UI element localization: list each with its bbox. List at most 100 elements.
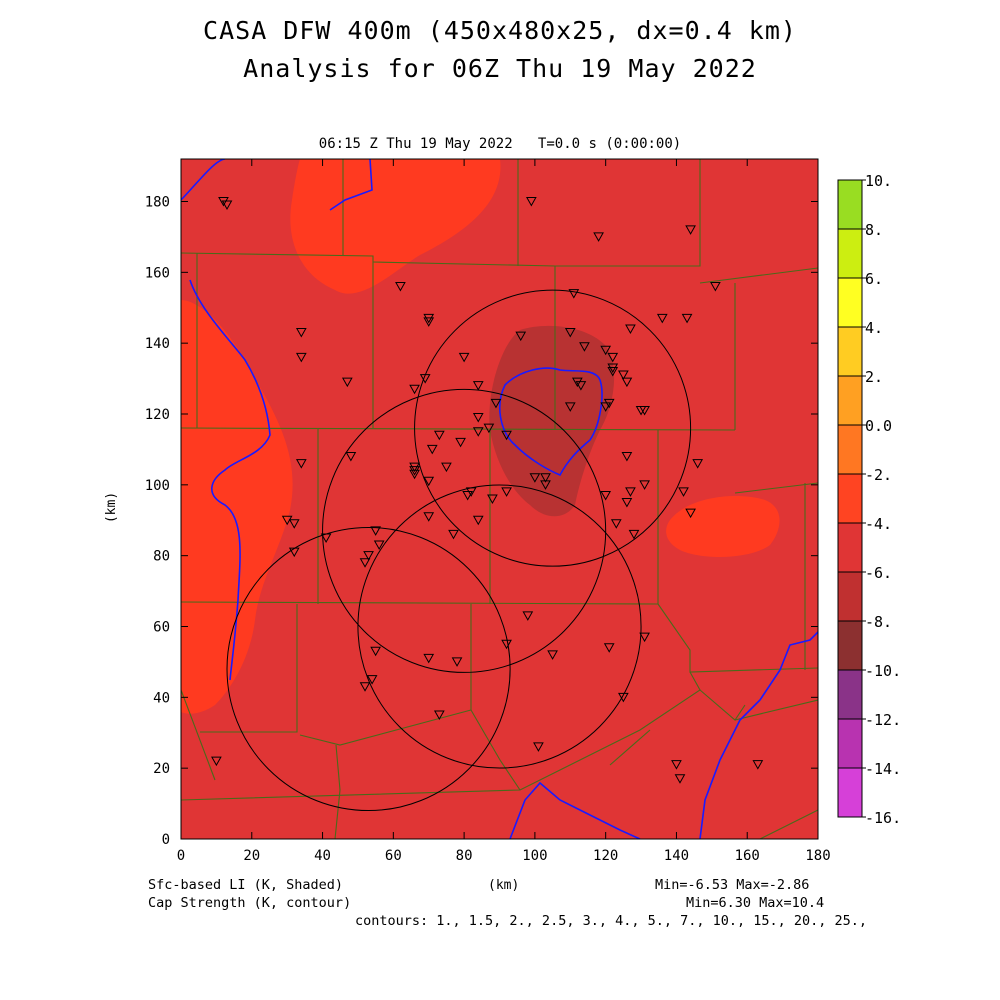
colorbar-swatch-11: [837, 718, 863, 769]
station-marker-59: [639, 480, 650, 490]
river-line-5: [699, 631, 818, 839]
station-marker-68: [288, 547, 300, 558]
y-tick-label-120: 120: [145, 407, 170, 423]
colorbar-swatch-7: [837, 522, 863, 573]
station-marker-81: [370, 646, 381, 657]
plot-frame: [180, 158, 819, 840]
station-marker-79: [522, 611, 534, 621]
station-marker-66: [281, 515, 293, 526]
station-marker-32: [600, 402, 612, 412]
station-marker-91: [618, 692, 629, 703]
river-line-4: [509, 781, 641, 839]
colorbar-label-1: 8.: [865, 221, 883, 239]
station-marker-72: [610, 519, 622, 529]
county-line-12: [181, 601, 659, 605]
station-marker-83: [451, 657, 463, 667]
radar-range-ring-2: [357, 484, 642, 769]
river-line-2: [329, 159, 373, 211]
title-line-1: CASA DFW 400m (450x480x25, dx=0.4 km): [203, 16, 797, 45]
station-marker-64: [692, 459, 704, 469]
county-line-18: [470, 709, 521, 791]
river-line-1: [189, 279, 271, 681]
river-line-3: [499, 367, 603, 477]
x-tick-label-160: 160: [735, 848, 760, 864]
x-tick-label-80: 80: [456, 848, 473, 864]
station-marker-75: [370, 526, 381, 536]
station-marker-82: [423, 653, 435, 664]
x-tick-label-140: 140: [664, 848, 689, 864]
station-marker-6: [395, 282, 406, 292]
station-marker-26: [472, 381, 484, 391]
station-marker-80: [501, 639, 512, 650]
station-marker-38: [483, 423, 495, 434]
station-marker-76: [373, 540, 385, 551]
station-marker-24: [341, 377, 353, 388]
station-marker-37: [472, 413, 484, 423]
contour-min-max: Min=6.30 Max=10.4: [686, 895, 825, 911]
station-marker-95: [752, 760, 764, 770]
station-marker-4: [685, 225, 696, 235]
y-tick-label-180: 180: [145, 195, 170, 211]
colorbar-label-12: -14.: [865, 760, 901, 778]
station-marker-17: [579, 342, 590, 352]
station-marker-88: [366, 675, 378, 685]
county-line-22: [734, 699, 818, 721]
station-marker-60: [625, 487, 636, 497]
station-marker-84: [547, 650, 558, 660]
station-marker-36: [490, 398, 502, 409]
colorbar-swatch-10: [837, 669, 863, 720]
county-line-1: [372, 159, 701, 267]
plot-subtitle: 06:15 Z Thu 19 May 2022 T=0.0 s (0:00:00…: [318, 136, 682, 152]
county-line-20: [181, 689, 216, 781]
county-line-21: [334, 744, 341, 839]
y-tick-label-160: 160: [145, 265, 170, 281]
station-marker-67: [288, 519, 300, 529]
y-tick-label-40: 40: [153, 690, 170, 706]
station-marker-92: [211, 756, 222, 767]
station-marker-13: [515, 331, 527, 342]
station-marker-89: [433, 710, 445, 721]
colorbar-swatch-0: [837, 179, 863, 230]
station-marker-53: [540, 480, 551, 490]
y-tick-label-20: 20: [153, 761, 170, 777]
shaded-min-max: Min=-6.53 Max=-2.86: [655, 877, 810, 893]
station-marker-1: [221, 200, 233, 211]
county-line-25: [609, 729, 651, 766]
station-marker-41: [455, 437, 466, 448]
station-marker-43: [295, 459, 307, 469]
station-marker-23: [419, 374, 431, 384]
county-line-24: [699, 689, 746, 721]
x-tick-label-0: 0: [177, 848, 185, 864]
station-marker-74: [320, 533, 332, 543]
colorbar-label-8: -6.: [865, 564, 892, 582]
colorbar-swatch-2: [837, 277, 863, 328]
station-marker-33: [603, 398, 615, 409]
y-tick-label-0: 0: [162, 832, 170, 848]
observation-stations: [211, 197, 764, 784]
radar-range-rings: [226, 289, 692, 812]
station-marker-16: [681, 313, 693, 324]
county-line-15: [657, 603, 818, 673]
colorbar-label-9: -8.: [865, 613, 892, 631]
station-marker-15: [656, 313, 668, 324]
x-tick-label-100: 100: [522, 848, 547, 864]
map-field: [181, 159, 818, 839]
y-tick-label-60: 60: [153, 620, 170, 636]
x-axis-ticks: 0 20 40 60 80 100 120 140 160 180: [177, 159, 831, 864]
colorbar-swatch-4: [837, 375, 863, 426]
station-marker-30: [621, 377, 633, 388]
station-marker-55: [462, 490, 474, 501]
station-marker-7: [568, 289, 580, 299]
station-marker-87: [359, 682, 371, 692]
contour-field-label: Cap Strength (K, contour): [148, 895, 352, 911]
station-marker-90: [533, 742, 544, 752]
x-tick-label-120: 120: [593, 848, 618, 864]
colorbar-label-11: -12.: [865, 711, 901, 729]
colorbar-label-3: 4.: [865, 319, 883, 337]
station-marker-63: [678, 487, 689, 497]
colorbar-label-0: 10.: [865, 172, 892, 190]
colorbar: 10. 8. 6. 4. 2. 0.0 -2. -4. -6. -8. -10. -12. -14. -1…: [837, 172, 901, 827]
station-marker-19: [607, 352, 619, 363]
station-marker-78: [359, 558, 371, 568]
station-marker-61: [621, 498, 633, 508]
